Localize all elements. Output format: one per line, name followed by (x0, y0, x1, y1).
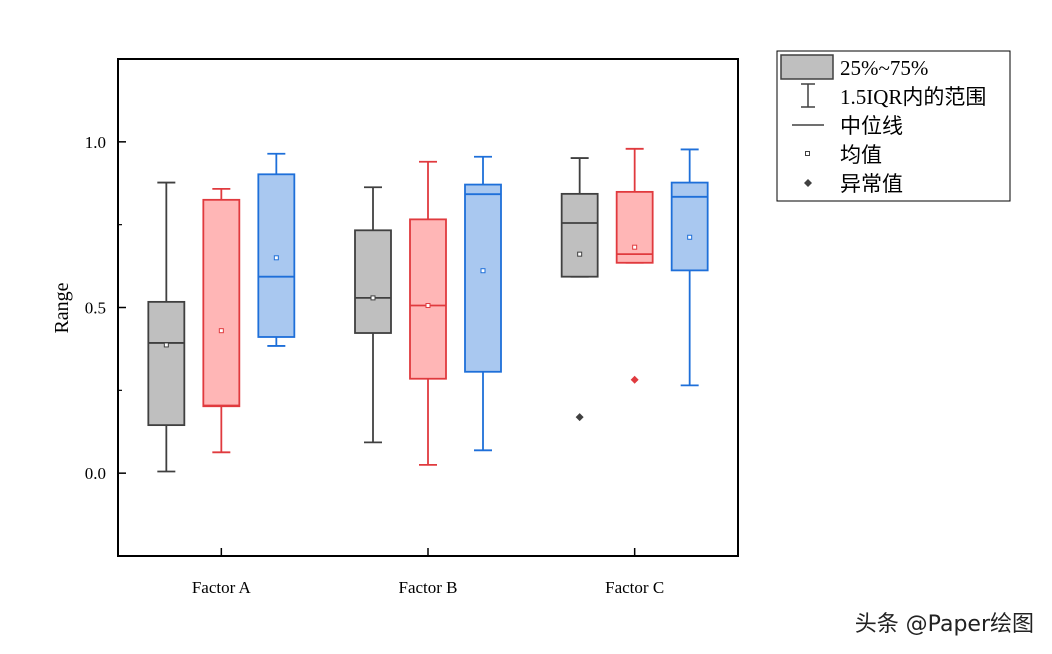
mean-marker (163, 342, 169, 348)
mean-marker (370, 295, 376, 301)
box-red-1 (202, 187, 241, 454)
mean-marker (218, 328, 224, 334)
iqr-box (202, 198, 241, 408)
mean-marker (480, 268, 486, 274)
box-blue-2 (464, 155, 502, 452)
box-gray-1 (147, 181, 186, 473)
y-axis-title: Range (51, 282, 73, 333)
iqr-box (615, 190, 654, 264)
iqr-box (670, 181, 709, 272)
y-axis: 0.0 0.5 1.0 (85, 58, 126, 557)
mean-marker (273, 255, 279, 261)
mean-marker (577, 251, 583, 257)
y-tick-label: 1.0 (85, 133, 106, 152)
mean-marker (687, 234, 693, 240)
box-gray-3 (560, 157, 599, 422)
iqr-box (409, 218, 447, 380)
legend: 25%~75% 1.5IQR内的范围 中位线 均值 异常值 (776, 50, 1011, 202)
outlier-marker (575, 413, 584, 422)
box-red-2 (409, 160, 447, 466)
y-tick-label: 0.5 (85, 299, 106, 318)
mean-marker (425, 303, 431, 309)
legend-label-median: 中位线 (840, 114, 903, 138)
iqr-box (464, 183, 502, 373)
iqr-box (147, 300, 186, 427)
plot-area: 0.0 0.5 1.0 Factor A Factor B Factor C Range (51, 58, 739, 597)
outlier-marker (630, 375, 639, 384)
legend-mean-symbol (805, 151, 810, 156)
x-tick-label: Factor B (398, 578, 457, 597)
box-blue-1 (257, 152, 296, 347)
box-gray-2 (354, 186, 392, 444)
x-axis: Factor A Factor B Factor C (192, 548, 664, 597)
legend-whisker-symbol (801, 83, 815, 108)
legend-label-outlier: 异常值 (840, 172, 903, 196)
box-blue-3 (670, 148, 709, 387)
box-red-3 (615, 147, 654, 384)
legend-label-box: 25%~75% (840, 56, 928, 80)
y-tick-label: 0.0 (85, 464, 106, 483)
watermark: 头条 @Paper绘图 (854, 612, 1034, 637)
iqr-box (354, 229, 392, 334)
legend-box-swatch (780, 54, 834, 80)
box-series (147, 147, 709, 473)
legend-outlier-symbol (804, 179, 812, 187)
mean-marker (632, 244, 638, 250)
iqr-box (560, 192, 599, 278)
x-tick-label: Factor A (192, 578, 252, 597)
x-tick-label: Factor C (605, 578, 664, 597)
legend-label-mean: 均值 (840, 143, 882, 167)
legend-label-whisker: 1.5IQR内的范围 (840, 85, 986, 109)
